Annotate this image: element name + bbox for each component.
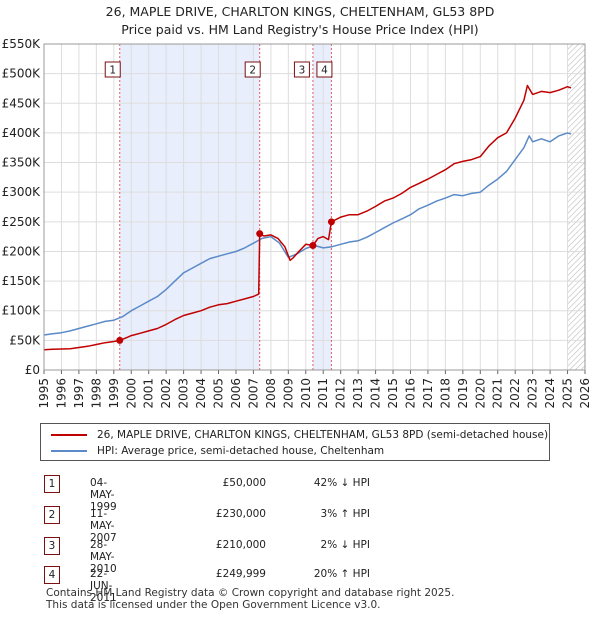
transaction-badge (293, 61, 310, 78)
x-tick-label: 2021 (491, 378, 505, 409)
row-price: £210,000 (215, 539, 266, 551)
x-tick-label: 2009 (281, 378, 295, 409)
transaction-badge (244, 61, 261, 78)
shaded-range (119, 44, 260, 370)
x-tick-label: 2011 (316, 378, 330, 409)
row-hpi: 3% ↑ HPI (320, 508, 370, 520)
y-tick-label: £550K (2, 37, 42, 51)
x-tick-label: 2010 (299, 378, 313, 409)
x-tick-label: 2005 (212, 378, 226, 409)
legend-item-property: 26, MAPLE DRIVE, CHARLTON KINGS, CHELTEN… (51, 427, 548, 443)
x-tick-label: 2002 (159, 378, 173, 409)
x-tick-label: 2001 (142, 378, 156, 409)
x-tick-label: 2015 (386, 378, 400, 409)
sale-marker (256, 230, 264, 238)
footer-licence: This data is licensed under the Open Gov… (46, 599, 381, 611)
chart-title: 26, MAPLE DRIVE, CHARLTON KINGS, CHELTEN… (106, 4, 495, 19)
x-tick-label: 2008 (264, 378, 278, 409)
price-chart: 26, MAPLE DRIVE, CHARLTON KINGS, CHELTEN… (2, 4, 592, 409)
row-badge: 4 (44, 566, 60, 584)
row-hpi: 42% ↓ HPI (313, 477, 370, 489)
transaction-badge-label: 1 (109, 65, 116, 77)
x-tick-label: 2007 (246, 378, 260, 409)
row-price: £230,000 (215, 508, 266, 520)
x-tick-label: 1995 (37, 378, 51, 409)
y-tick-label: £450K (2, 96, 42, 110)
x-tick-label: 2022 (508, 378, 522, 409)
transaction-badge-label: 3 (299, 65, 306, 77)
x-tick-label: 2016 (403, 378, 417, 409)
y-tick-label: £200K (2, 244, 42, 258)
y-tick-label: £100K (2, 304, 42, 318)
chart-subtitle: Price paid vs. HM Land Registry's House … (121, 22, 478, 37)
x-tick-label: 2019 (456, 378, 470, 409)
legend-swatch-hpi (51, 450, 87, 452)
transaction-badge (104, 61, 121, 78)
y-tick-label: £500K (2, 67, 42, 81)
x-tick-label: 1998 (89, 378, 103, 409)
x-tick-label: 2000 (124, 378, 138, 409)
transaction-badge (316, 61, 333, 78)
x-tick-label: 2023 (526, 378, 540, 409)
row-hpi: 20% ↑ HPI (313, 568, 370, 580)
row-badge: 3 (44, 537, 60, 555)
row-hpi: 2% ↓ HPI (320, 539, 370, 551)
y-tick-label: £400K (2, 126, 42, 140)
x-tick-label: 2020 (473, 378, 487, 409)
row-price: £50,000 (222, 477, 266, 489)
transaction-badge-label: 2 (249, 65, 256, 77)
y-tick-label: £350K (2, 156, 42, 170)
row-date: 28-MAY-2010 (90, 539, 117, 575)
x-tick-label: 2004 (194, 378, 208, 409)
legend-item-hpi: HPI: Average price, semi-detached house,… (51, 443, 384, 459)
x-tick-label: 2025 (561, 378, 575, 409)
footer: Contains HM Land Registry data © Crown c… (46, 587, 454, 611)
x-tick-label: 2012 (334, 378, 348, 409)
property-price-line (43, 84, 572, 351)
row-date: 11-MAY-2007 (90, 508, 117, 544)
x-tick-label: 1997 (72, 378, 86, 409)
x-tick-label: 2006 (229, 378, 243, 409)
y-tick-label: £50K (9, 333, 41, 347)
x-tick-label: 1996 (54, 378, 68, 409)
plot-frame (43, 43, 586, 371)
footer-copyright: Contains HM Land Registry data © Crown c… (46, 587, 455, 599)
sale-marker (309, 242, 317, 250)
x-tick-label: 2017 (421, 378, 435, 409)
x-tick-label: 2013 (351, 378, 365, 409)
row-date: 04-MAY-1999 (90, 477, 117, 513)
x-tick-label: 2014 (369, 378, 383, 409)
x-tick-label: 2024 (543, 378, 557, 409)
forecast-hatch (567, 44, 585, 370)
sale-marker (116, 336, 124, 344)
y-tick-label: £250K (2, 215, 42, 229)
row-badge: 2 (44, 506, 60, 524)
x-tick-label: 2026 (578, 378, 592, 409)
x-tick-label: 1999 (107, 378, 121, 409)
row-badge: 1 (44, 475, 60, 493)
shaded-range (312, 44, 332, 370)
x-tick-label: 2018 (438, 378, 452, 409)
row-price: £249,999 (215, 568, 266, 580)
legend-label-hpi: HPI: Average price, semi-detached house,… (97, 445, 385, 457)
row-date: 22-JUN-2011 (90, 568, 117, 604)
legend: 26, MAPLE DRIVE, CHARLTON KINGS, CHELTEN… (40, 423, 550, 461)
x-tick-label: 2003 (177, 378, 191, 409)
y-tick-label: £0 (25, 363, 40, 377)
y-tick-label: £150K (2, 274, 42, 288)
legend-label-property: 26, MAPLE DRIVE, CHARLTON KINGS, CHELTEN… (97, 429, 549, 441)
sale-marker (327, 218, 335, 226)
legend-swatch-property (51, 434, 87, 436)
transaction-badge-label: 4 (321, 65, 328, 77)
y-tick-label: £300K (2, 185, 42, 199)
